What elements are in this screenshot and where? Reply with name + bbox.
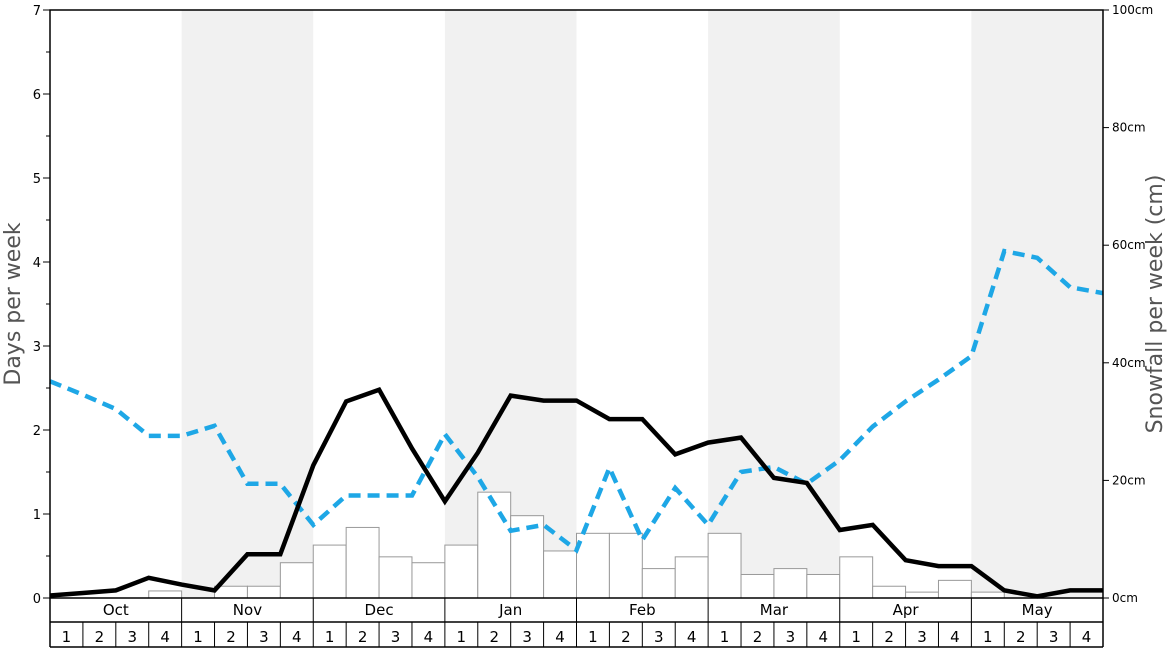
week-label: 4 xyxy=(1082,628,1092,646)
week-label: 2 xyxy=(226,628,236,646)
week-label: 4 xyxy=(160,628,170,646)
week-label: 2 xyxy=(884,628,894,646)
month-label-feb: Feb xyxy=(629,601,656,619)
snowfall-bar xyxy=(477,491,512,599)
snowfall-bar xyxy=(641,568,676,599)
snowfall-bar xyxy=(444,544,479,599)
left-tick-label: 1 xyxy=(33,508,41,523)
left-tick-label: 4 xyxy=(33,256,41,271)
week-label: 2 xyxy=(95,628,105,646)
week-label: 2 xyxy=(1016,628,1026,646)
right-axis-title: Snowfall per week (cm) xyxy=(1143,175,1168,434)
snowfall-bar xyxy=(740,573,775,599)
dashed-series-line xyxy=(49,248,1104,554)
week-label: 3 xyxy=(391,628,401,646)
week-label: 3 xyxy=(127,628,137,646)
right-tick-label: 20cm xyxy=(1112,473,1146,487)
month-label-jan: Jan xyxy=(498,601,522,619)
snowfall-bar xyxy=(806,573,841,599)
month-label-oct: Oct xyxy=(103,601,129,619)
left-y-axis: 0 1 2 3 4 5 6 7 xyxy=(33,4,50,607)
week-label: 4 xyxy=(819,628,829,646)
x-axis-month-week: Oct 1 2 3 4 Nov 1 2 3 4 Dec 1 2 3 4 Jan 1 2 3 4 Feb 1 2 3 4 Mar 1 2… xyxy=(49,598,1104,648)
week-label: 1 xyxy=(851,628,861,646)
left-axis-title: Days per week xyxy=(1,222,26,385)
snowfall-bar xyxy=(148,590,183,599)
month-label-mar: Mar xyxy=(760,601,789,619)
week-label: 3 xyxy=(654,628,664,646)
snowfall-bar xyxy=(279,562,314,599)
week-label: 3 xyxy=(917,628,927,646)
snowfall-bar xyxy=(839,556,874,599)
snowfall-bar xyxy=(674,556,709,599)
week-label: 1 xyxy=(193,628,203,646)
left-tick-label: 7 xyxy=(33,4,41,19)
snowfall-bar xyxy=(937,579,972,599)
snowfall-bar xyxy=(543,550,577,599)
snowfall-bar xyxy=(411,562,446,599)
left-tick-label: 0 xyxy=(33,592,41,607)
left-tick-label: 6 xyxy=(33,88,41,103)
month-shading xyxy=(181,10,1103,598)
month-label-nov: Nov xyxy=(233,601,262,619)
week-label: 3 xyxy=(259,628,269,646)
month-label-apr: Apr xyxy=(893,601,920,619)
snowfall-bar xyxy=(378,556,413,599)
week-label: 3 xyxy=(786,628,796,646)
right-tick-label: 80cm xyxy=(1112,121,1146,135)
snowfall-bar xyxy=(872,585,907,599)
week-label: 4 xyxy=(292,628,302,646)
week-label: 4 xyxy=(687,628,697,646)
right-tick-label: 0cm xyxy=(1112,591,1138,605)
left-tick-label: 2 xyxy=(33,424,41,439)
week-label: 2 xyxy=(753,628,763,646)
snowfall-bar xyxy=(905,591,939,599)
week-label: 3 xyxy=(522,628,532,646)
week-label: 2 xyxy=(358,628,368,646)
snowfall-bar xyxy=(608,532,643,599)
solid-series-line xyxy=(49,386,1103,599)
week-label: 3 xyxy=(1049,628,1059,646)
week-label: 4 xyxy=(950,628,960,646)
series-lines xyxy=(49,248,1104,599)
right-tick-label: 100cm xyxy=(1112,3,1153,17)
month-shade-nov xyxy=(181,10,314,598)
week-label: 1 xyxy=(62,628,72,646)
right-tick-label: 40cm xyxy=(1112,356,1146,370)
week-label: 1 xyxy=(983,628,993,646)
snowfall-bars xyxy=(148,491,1005,599)
month-label-may: May xyxy=(1022,601,1053,619)
snowfall-bar xyxy=(246,585,281,599)
snowfall-bar xyxy=(970,591,1005,599)
week-label: 1 xyxy=(325,628,335,646)
right-tick-label: 60cm xyxy=(1112,238,1146,252)
week-label: 1 xyxy=(720,628,730,646)
right-y-axis: 0cm 20cm 40cm 60cm 80cm 100cm xyxy=(1103,3,1153,605)
snowfall-bar xyxy=(773,568,808,599)
month-shade-may xyxy=(971,10,1103,598)
week-label: 4 xyxy=(555,628,565,646)
week-label: 1 xyxy=(588,628,598,646)
month-shade-mar xyxy=(708,10,840,598)
week-label: 2 xyxy=(621,628,631,646)
snowfall-bar xyxy=(707,532,742,599)
snowfall-bar xyxy=(345,526,380,599)
snowfall-bar xyxy=(312,544,347,599)
left-tick-label: 5 xyxy=(33,172,41,187)
week-label: 4 xyxy=(424,628,434,646)
week-label: 1 xyxy=(457,628,467,646)
month-label-dec: Dec xyxy=(365,601,394,619)
week-label: 2 xyxy=(489,628,499,646)
left-tick-label: 3 xyxy=(33,340,41,355)
